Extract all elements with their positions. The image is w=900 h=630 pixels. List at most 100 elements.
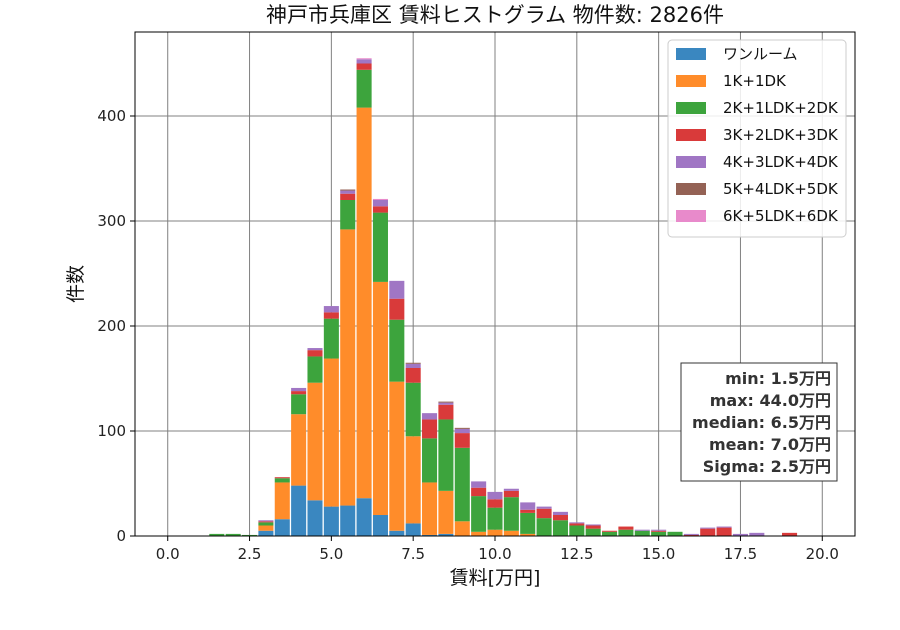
- bar-segment: [700, 527, 716, 529]
- bar-segment: [405, 436, 421, 524]
- bar-segment: [356, 58, 372, 60]
- x-tick-label: 12.5: [560, 545, 593, 563]
- x-tick-label: 5.0: [319, 545, 343, 563]
- bar-segment: [225, 533, 241, 536]
- bar-segment: [520, 502, 536, 510]
- x-axis-label: 賃料[万円]: [450, 567, 541, 589]
- bar-segment: [454, 433, 470, 448]
- bar-segment: [438, 402, 454, 405]
- bar-segment: [552, 515, 568, 521]
- bar-segment: [340, 189, 356, 191]
- stats-line: max: 44.0万円: [710, 391, 831, 410]
- bar-segment: [422, 438, 438, 483]
- bar-segment: [209, 533, 225, 536]
- bar-segment: [536, 506, 552, 509]
- bar-segment: [323, 506, 339, 536]
- bar-segment: [291, 387, 307, 392]
- bar-segment: [749, 532, 765, 536]
- legend-box: [667, 39, 847, 238]
- bar-segment: [307, 356, 323, 383]
- stats-line: median: 6.5万円: [692, 413, 831, 432]
- bar-segment: [602, 530, 618, 532]
- y-tick-label: 300: [97, 212, 126, 230]
- bar-segment: [258, 525, 274, 531]
- bar-segment: [340, 505, 356, 536]
- bar-segment: [651, 529, 667, 531]
- bar-segment: [258, 520, 274, 522]
- bar-segment: [683, 533, 699, 535]
- bars: [209, 58, 798, 536]
- x-tick-label: 10.0: [478, 545, 511, 563]
- bar-segment: [389, 280, 405, 299]
- bar-segment: [422, 482, 438, 535]
- bar-segment: [503, 488, 519, 491]
- bar-segment: [307, 348, 323, 351]
- bar-segment: [389, 319, 405, 382]
- bar-segment: [438, 533, 454, 536]
- bar-segment: [356, 69, 372, 108]
- bar-segment: [471, 496, 487, 532]
- bar-segment: [323, 306, 339, 313]
- bar-segment: [454, 428, 470, 434]
- y-tick-label: 100: [97, 422, 126, 440]
- legend-swatch: [676, 210, 706, 222]
- legend-label: 6K+5LDK+6DK: [723, 207, 839, 225]
- bar-segment: [405, 368, 421, 383]
- legend-label: 4K+3LDK+4DK: [723, 153, 839, 171]
- bar-segment: [307, 500, 323, 536]
- bar-segment: [732, 533, 748, 536]
- y-tick-label: 200: [97, 317, 126, 335]
- bar-segment: [389, 530, 405, 536]
- bar-segment: [716, 526, 732, 528]
- bar-segment: [634, 530, 650, 536]
- bar-segment: [634, 529, 650, 531]
- bar-segment: [422, 534, 438, 536]
- bar-segment: [307, 382, 323, 501]
- bar-segment: [700, 528, 716, 536]
- bar-segment: [405, 362, 421, 364]
- legend-label: 2K+1LDK+2DK: [723, 99, 839, 117]
- bar-segment: [422, 413, 438, 420]
- legend-label: 3K+2LDK+3DK: [723, 126, 839, 144]
- bar-segment: [454, 521, 470, 536]
- bar-segment: [372, 515, 388, 536]
- bar-segment: [389, 381, 405, 531]
- bar-segment: [340, 193, 356, 200]
- bar-segment: [438, 404, 454, 420]
- bar-segment: [487, 529, 503, 536]
- bar-segment: [372, 281, 388, 515]
- legend-swatch: [676, 102, 706, 114]
- x-tick-label: 7.5: [401, 545, 425, 563]
- bar-segment: [438, 419, 454, 491]
- y-axis-label: 件数: [65, 265, 87, 303]
- bar-segment: [258, 521, 274, 523]
- x-tick-label: 0.0: [156, 545, 180, 563]
- bar-segment: [520, 509, 536, 513]
- bar-segment: [536, 518, 552, 536]
- bar-segment: [471, 531, 487, 536]
- bar-segment: [552, 511, 568, 515]
- bar-segment: [405, 363, 421, 368]
- bar-segment: [471, 481, 487, 488]
- bar-segment: [242, 534, 258, 536]
- bar-segment: [585, 528, 601, 536]
- legend-swatch: [676, 75, 706, 87]
- bar-segment: [291, 391, 307, 395]
- bar-segment: [618, 526, 634, 530]
- legend-label: 1K+1DK: [723, 72, 787, 90]
- bar-segment: [291, 414, 307, 486]
- bar-segment: [602, 531, 618, 536]
- legend-swatch: [676, 129, 706, 141]
- bar-segment: [340, 200, 356, 230]
- legend-swatch: [676, 183, 706, 195]
- x-tick-label: 2.5: [238, 545, 262, 563]
- bar-segment: [503, 497, 519, 531]
- bar-segment: [274, 482, 290, 520]
- bar-segment: [585, 525, 601, 529]
- bar-segment: [454, 447, 470, 522]
- bar-segment: [683, 534, 699, 536]
- bar-segment: [503, 490, 519, 498]
- stats-line: mean: 7.0万円: [709, 435, 831, 454]
- x-tick-label: 20.0: [806, 545, 839, 563]
